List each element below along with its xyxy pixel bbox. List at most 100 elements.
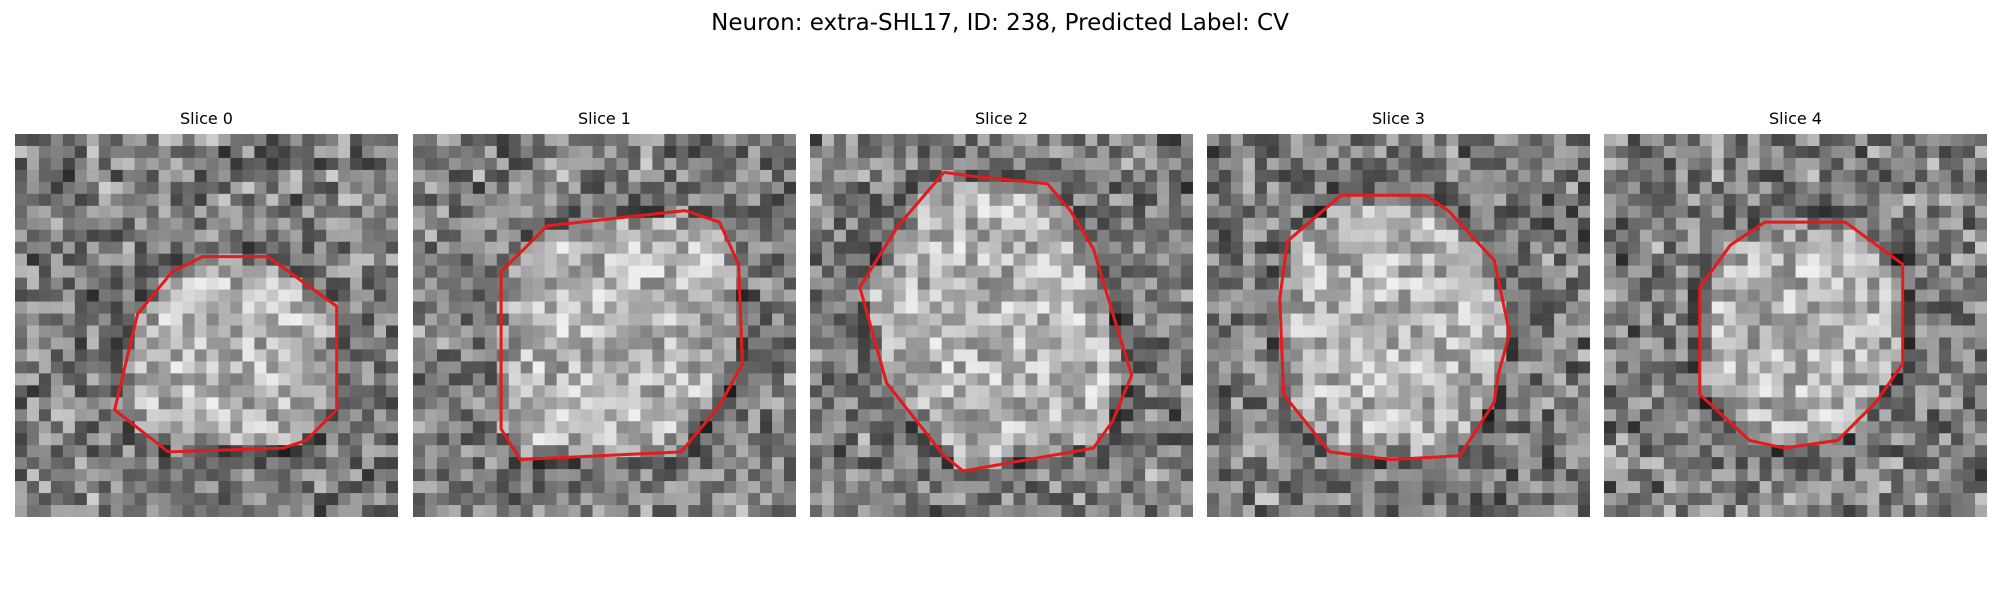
slice-3-pixel — [1374, 349, 1388, 363]
slice-2-pixel — [989, 385, 1003, 398]
slice-0-pixel — [338, 481, 351, 494]
slice-1-pixel — [604, 217, 618, 231]
slice-2-pixel — [989, 481, 1003, 494]
slice-1-pixel — [784, 145, 796, 159]
slice-3-pixel — [1314, 157, 1328, 171]
slice-4-pixel — [1915, 385, 1928, 398]
slice-1-pixel — [688, 229, 701, 243]
slice-2-pixel — [893, 181, 907, 195]
slice-0-pixel — [158, 325, 172, 339]
slice-3-pixel — [1242, 397, 1256, 410]
slice-4-pixel — [1951, 217, 1964, 231]
slice-3-pixel — [1326, 457, 1340, 470]
slice-0-pixel — [362, 169, 375, 183]
slice-0-pixel — [86, 157, 100, 171]
slice-1-pixel — [484, 134, 498, 147]
figure-title: Neuron: extra-SHL17, ID: 238, Predicted … — [711, 10, 1289, 36]
slice-2-pixel — [1181, 217, 1193, 231]
slice-2-pixel — [953, 193, 967, 207]
slice-4-pixel — [1711, 337, 1725, 351]
slice-3-pixel — [1207, 349, 1220, 363]
slice-2-pixel — [1073, 205, 1086, 219]
slice-1-pixel — [700, 433, 713, 446]
slice-1-pixel — [436, 349, 450, 363]
slice-2-pixel — [1061, 505, 1074, 517]
slice-2-pixel — [1037, 289, 1050, 303]
slice-2-pixel — [965, 409, 979, 422]
slice-0-pixel — [350, 409, 363, 422]
slice-4-pixel — [1831, 134, 1844, 147]
slice-3-pixel — [1398, 169, 1412, 183]
slice-2-pixel — [881, 265, 895, 279]
slice-0-pixel — [290, 145, 303, 159]
slice-3-pixel — [1266, 397, 1280, 410]
slice-0-pixel — [302, 301, 315, 315]
slice-3-pixel — [1230, 229, 1244, 243]
slice-1-pixel — [784, 457, 796, 470]
slice-1-pixel — [712, 421, 725, 434]
slice-1-pixel — [496, 145, 510, 159]
slice-0-pixel — [374, 469, 387, 482]
slice-3-pixel — [1506, 349, 1519, 363]
slice-1-pixel — [604, 241, 618, 255]
slice-4-pixel — [1759, 337, 1773, 351]
slice-4-pixel — [1831, 421, 1844, 434]
slice-2-pixel — [1097, 349, 1110, 363]
slice-2-pixel — [917, 337, 931, 351]
slice-0-pixel — [86, 145, 100, 159]
slice-1-pixel — [604, 193, 618, 207]
slice-3-pixel — [1542, 445, 1555, 458]
slice-0-pixel — [122, 145, 136, 159]
slice-1-pixel — [520, 313, 534, 327]
slice-0-pixel — [206, 277, 220, 291]
slice-0-pixel — [158, 193, 172, 207]
slice-4-pixel — [1627, 421, 1641, 434]
slice-2-pixel — [1169, 493, 1182, 506]
slice-2-pixel — [989, 289, 1003, 303]
slice-4-pixel — [1735, 313, 1749, 327]
slice-1-pixel — [413, 325, 426, 339]
slice-1-pixel — [472, 337, 486, 351]
slice-2-pixel — [977, 337, 991, 351]
slice-1-pixel — [628, 157, 642, 171]
slice-1-pixel — [460, 493, 474, 506]
slice-4-pixel — [1891, 313, 1904, 327]
slice-2-pixel — [905, 277, 919, 291]
slice-0-pixel — [302, 193, 315, 207]
slice-4-pixel — [1795, 433, 1809, 446]
slice-1-pixel — [712, 193, 725, 207]
slice-0-pixel — [386, 481, 398, 494]
slice-4-pixel — [1627, 205, 1641, 219]
slice-0-pixel — [15, 157, 28, 171]
slice-2-pixel — [917, 457, 931, 470]
slice-4-pixel — [1795, 157, 1809, 171]
slice-4-pixel — [1711, 181, 1725, 195]
slice-4-pixel — [1687, 229, 1701, 243]
slice-2-pixel — [810, 193, 823, 207]
slice-0-pixel — [242, 289, 255, 303]
slice-0-pixel — [50, 409, 64, 422]
slice-2-pixel — [1133, 337, 1146, 351]
slice-3-pixel — [1518, 241, 1531, 255]
slice-3-pixel — [1290, 253, 1304, 267]
slice-4-pixel — [1975, 205, 1987, 219]
slice-3-pixel — [1506, 421, 1519, 434]
slice-3-pixel — [1374, 169, 1388, 183]
slice-0-pixel — [242, 145, 255, 159]
slice-0-pixel — [98, 373, 112, 386]
slice-2-pixel — [869, 493, 883, 506]
slice-2-pixel — [1013, 205, 1027, 219]
slice-4-pixel — [1855, 181, 1868, 195]
slice-1-pixel — [520, 493, 534, 506]
slice-2-pixel — [1121, 505, 1134, 517]
slice-2-pixel — [1013, 265, 1027, 279]
slice-3-pixel — [1566, 409, 1579, 422]
slice-0-pixel — [86, 277, 100, 291]
slice-4-pixel — [1747, 421, 1761, 434]
slice-2-pixel — [1145, 253, 1158, 267]
slice-4-pixel — [1963, 445, 1976, 458]
slice-1-pixel — [424, 337, 438, 351]
slice-1-pixel — [424, 433, 438, 446]
slice-4-pixel — [1687, 205, 1701, 219]
slice-4-pixel — [1699, 397, 1713, 410]
